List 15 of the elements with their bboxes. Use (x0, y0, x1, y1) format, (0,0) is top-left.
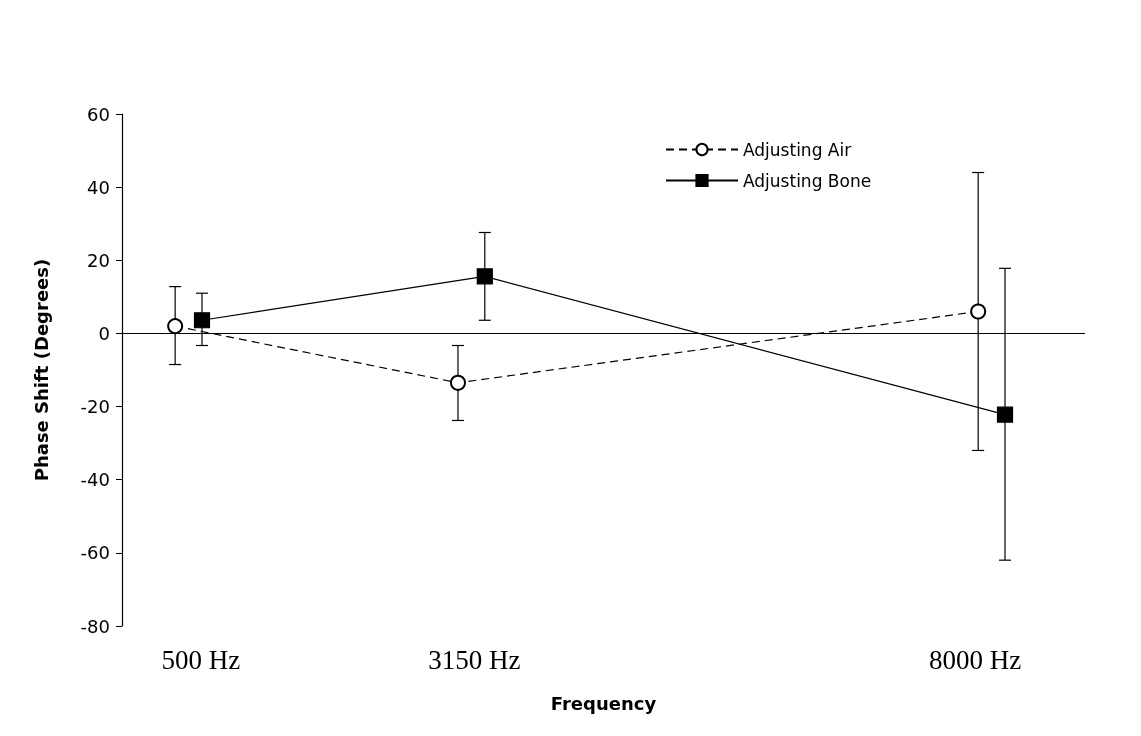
y-axis-title: Phase Shift (Degrees) (30, 258, 52, 482)
legend-label: Adjusting Bone (743, 170, 872, 191)
legend-label: Adjusting Air (743, 139, 852, 160)
y-tick-label: -40 (80, 469, 110, 491)
x-axis-title: Frequency (550, 692, 657, 714)
y-tick-label: 0 (98, 322, 110, 344)
y-tick-label: -60 (80, 542, 110, 564)
y-tick-label: 40 (87, 176, 110, 198)
y-tick-label: 20 (87, 249, 110, 271)
y-tick-label: -20 (80, 396, 110, 418)
x-tick-label: 3150 Hz (428, 644, 521, 675)
y-tick-label: 60 (87, 103, 110, 125)
x-tick-label: 500 Hz (161, 644, 241, 675)
x-tick-label: 8000 Hz (928, 644, 1022, 675)
y-tick-label: -80 (80, 615, 110, 637)
